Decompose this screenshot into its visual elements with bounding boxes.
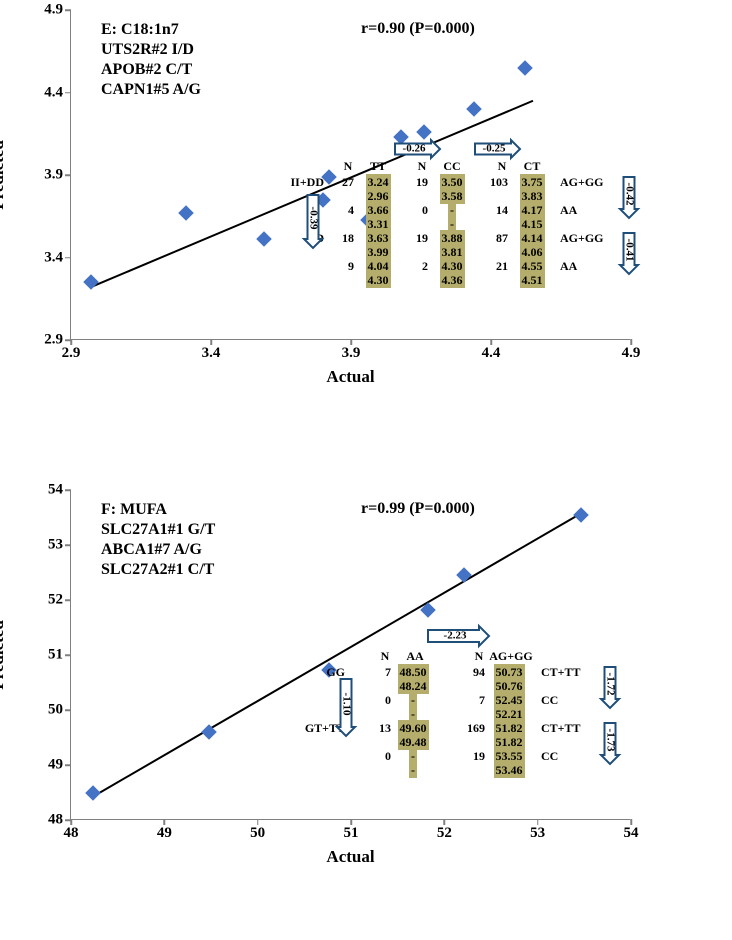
y-tick: 3.4 — [44, 249, 63, 266]
n-value: 13 — [357, 722, 391, 736]
x-tick: 3.4 — [202, 345, 221, 362]
header-line: UTS2R#2 I/D — [101, 40, 201, 60]
n-value: 4 — [324, 204, 354, 218]
genotype-table: NAANAG+GGGGGT+TT701309471691948.5048.24-… — [301, 650, 661, 830]
n-value: 18 — [324, 232, 354, 246]
y-tick: 51 — [48, 647, 63, 664]
correlation-stat: r=0.90 (P=0.000) — [361, 20, 475, 38]
data-point — [517, 60, 533, 76]
panel-header: F: MUFASLC27A1#1 G/TABCA1#7 A/GSLC27A2#1… — [101, 500, 215, 580]
plot-area: 4849505152535448495051525354ActualPredic… — [70, 490, 630, 820]
n-value: 169 — [451, 722, 485, 736]
n-value: 19 — [398, 176, 428, 190]
data-point — [201, 724, 217, 740]
data-point — [420, 602, 436, 618]
y-tick: 52 — [48, 592, 63, 609]
table-header: AA — [391, 650, 439, 664]
n-value: 2 — [398, 260, 428, 274]
row-label-right: CT+TT — [541, 666, 601, 680]
data-point — [86, 785, 102, 801]
plot-area: 2.93.43.94.44.92.93.43.94.44.9ActualPred… — [70, 10, 630, 340]
plot-wrap: 4849505152535448495051525354ActualPredic… — [70, 490, 732, 820]
n-value: 103 — [478, 176, 508, 190]
x-tick: 48 — [64, 825, 79, 842]
table-cell: 4.30 — [360, 274, 396, 288]
n-value: 0 — [398, 204, 428, 218]
row-label-right: CT+TT — [541, 722, 601, 736]
n-value: 0 — [357, 750, 391, 764]
n-value: 19 — [398, 232, 428, 246]
row-label-right: AA — [560, 260, 620, 274]
n-value: 19 — [451, 750, 485, 764]
y-tick: 48 — [48, 812, 63, 829]
table-header: CT — [514, 160, 550, 174]
header-line: SLC27A1#1 G/T — [101, 520, 215, 540]
arrow-value: -1.10 — [340, 693, 353, 716]
x-axis-title: Actual — [326, 367, 374, 387]
y-tick: 49 — [48, 757, 63, 774]
table-cell: 53.46 — [487, 764, 531, 778]
row-label-right: CC — [541, 750, 601, 764]
data-point — [573, 507, 589, 523]
y-axis-title: Predicted — [0, 620, 8, 690]
n-value: 7 — [357, 666, 391, 680]
scatter-panel-E: 2.93.43.94.44.92.93.43.94.44.9ActualPred… — [0, 10, 732, 460]
table-header: AG+GG — [487, 650, 535, 664]
data-point — [456, 567, 472, 583]
n-value: 27 — [324, 176, 354, 190]
correlation-stat: r=0.99 (P=0.000) — [361, 500, 475, 518]
arrow-value: -0.26 — [403, 143, 426, 156]
header-line: F: MUFA — [101, 500, 215, 520]
n-value: 87 — [478, 232, 508, 246]
row-label-right: CC — [541, 694, 601, 708]
y-tick: 54 — [48, 482, 63, 499]
n-value: 0 — [357, 694, 391, 708]
header-line: CAPN1#5 A/G — [101, 80, 201, 100]
data-point — [83, 274, 99, 290]
arrow-value: -0.39 — [307, 207, 320, 230]
arrow-value: -2.23 — [444, 630, 467, 643]
y-tick: 2.9 — [44, 332, 63, 349]
y-tick: 53 — [48, 537, 63, 554]
arrow-value: -1.73 — [604, 729, 617, 752]
table-cell: - — [391, 764, 435, 778]
x-tick: 50 — [250, 825, 265, 842]
arrow-value: -0.42 — [623, 183, 636, 206]
arrow-value: -0.41 — [623, 239, 636, 262]
header-line: APOB#2 C/T — [101, 60, 201, 80]
data-point — [256, 232, 272, 248]
n-value: 9 — [324, 260, 354, 274]
y-tick: 4.9 — [44, 2, 63, 19]
table-cell: 4.36 — [434, 274, 470, 288]
x-tick: 2.9 — [62, 345, 81, 362]
row-label-left: II+DD — [280, 176, 324, 190]
table-header: TT — [360, 160, 396, 174]
y-tick: 4.4 — [44, 84, 63, 101]
y-tick: 50 — [48, 702, 63, 719]
y-tick: 3.9 — [44, 167, 63, 184]
table-header: CC — [434, 160, 470, 174]
row-label-right: AG+GG — [560, 176, 620, 190]
x-axis-title: Actual — [326, 847, 374, 867]
data-point — [466, 101, 482, 117]
scatter-panel-F: 4849505152535448495051525354ActualPredic… — [0, 490, 732, 940]
data-point — [178, 205, 194, 221]
genotype-table: NTTNCCNCTII+DDID2741891901921031487213.2… — [286, 160, 676, 350]
row-label-right: AA — [560, 204, 620, 218]
n-value: 21 — [478, 260, 508, 274]
row-label-right: AG+GG — [560, 232, 620, 246]
plot-wrap: 2.93.43.94.44.92.93.43.94.44.9ActualPred… — [70, 10, 732, 340]
n-value: 14 — [478, 204, 508, 218]
header-line: E: C18:1n7 — [101, 20, 201, 40]
header-line: ABCA1#7 A/G — [101, 540, 215, 560]
table-cell: 4.51 — [514, 274, 550, 288]
panel-header: E: C18:1n7UTS2R#2 I/DAPOB#2 C/TCAPN1#5 A… — [101, 20, 201, 100]
arrow-value: -1.72 — [604, 673, 617, 696]
header-line: SLC27A2#1 C/T — [101, 560, 215, 580]
n-value: 7 — [451, 694, 485, 708]
n-value: 94 — [451, 666, 485, 680]
arrow-value: -0.25 — [483, 143, 506, 156]
y-axis-title: Predicted — [0, 140, 8, 210]
x-tick: 49 — [157, 825, 172, 842]
